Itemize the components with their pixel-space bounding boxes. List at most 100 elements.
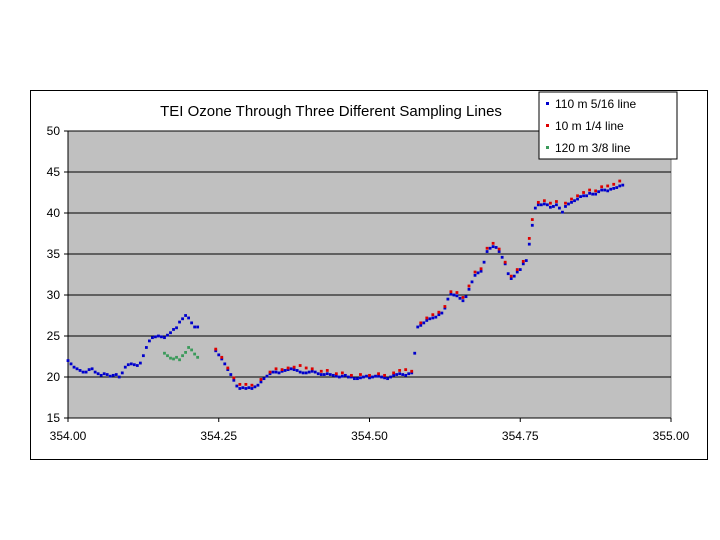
- data-point: [491, 245, 495, 249]
- y-tick-label: 30: [47, 288, 61, 302]
- data-point: [144, 346, 148, 349]
- series-2: [163, 346, 200, 362]
- data-point: [298, 364, 302, 367]
- data-point: [313, 370, 317, 374]
- data-point: [618, 179, 622, 183]
- data-point: [449, 290, 453, 294]
- data-point: [506, 272, 510, 276]
- data-point: [497, 250, 501, 253]
- data-point: [93, 370, 97, 374]
- data-point: [184, 314, 187, 317]
- data-point: [319, 369, 323, 373]
- data-point: [350, 373, 353, 377]
- data-point: [277, 371, 281, 375]
- data-point: [166, 354, 169, 358]
- data-point: [214, 349, 218, 353]
- data-point: [470, 280, 474, 284]
- data-point: [99, 373, 103, 377]
- data-point: [392, 373, 396, 377]
- data-point: [527, 237, 531, 240]
- data-point: [612, 187, 616, 190]
- data-point: [512, 274, 516, 278]
- data-point: [552, 205, 555, 208]
- data-point: [600, 188, 604, 192]
- data-point: [591, 192, 595, 196]
- data-point: [178, 320, 181, 324]
- data-point: [262, 377, 266, 381]
- data-point: [247, 386, 251, 390]
- x-tick-label: 355.00: [653, 429, 690, 443]
- data-point: [343, 373, 347, 377]
- data-point: [461, 296, 465, 299]
- data-point: [606, 189, 610, 193]
- y-tick-label: 35: [47, 247, 61, 261]
- data-point: [570, 200, 573, 204]
- data-point: [334, 374, 338, 378]
- data-point: [132, 363, 136, 367]
- x-tick-label: 354.75: [502, 429, 539, 443]
- data-point: [455, 291, 459, 294]
- data-point: [380, 375, 383, 379]
- data-point: [301, 371, 305, 375]
- data-point: [271, 370, 275, 374]
- legend-label: 120 m 3/8 line: [555, 141, 631, 155]
- data-point: [232, 378, 236, 382]
- data-point: [425, 319, 429, 322]
- data-point: [377, 374, 380, 378]
- data-point: [368, 373, 371, 377]
- data-point: [573, 199, 576, 203]
- data-point: [425, 316, 429, 320]
- data-point: [536, 200, 540, 204]
- data-point: [404, 373, 408, 377]
- data-point: [256, 383, 260, 387]
- x-tick-label: 354.25: [200, 429, 237, 443]
- data-point: [434, 315, 438, 319]
- data-point: [178, 358, 181, 362]
- data-point: [555, 200, 558, 203]
- data-point: [419, 321, 423, 325]
- data-point: [609, 187, 613, 191]
- data-point: [172, 357, 175, 361]
- data-point: [476, 271, 480, 275]
- data-point: [515, 268, 519, 271]
- data-point: [223, 362, 227, 366]
- data-point: [123, 365, 127, 369]
- data-point: [310, 367, 314, 371]
- data-point: [594, 192, 598, 196]
- data-point: [446, 297, 450, 301]
- data-point: [120, 371, 124, 375]
- data-point: [473, 270, 477, 274]
- data-point: [452, 293, 456, 297]
- data-point: [488, 246, 492, 250]
- data-point: [621, 183, 625, 187]
- data-point: [479, 269, 483, 273]
- data-point: [96, 372, 100, 376]
- data-point: [431, 313, 435, 317]
- data-point: [325, 372, 329, 376]
- data-point: [410, 369, 414, 373]
- data-point: [449, 292, 453, 296]
- data-point: [422, 321, 426, 325]
- data-point: [304, 366, 308, 370]
- data-point: [220, 357, 224, 361]
- data-point: [485, 250, 489, 253]
- legend-label: 110 m 5/16 line: [555, 97, 636, 111]
- data-point: [467, 284, 471, 288]
- data-point: [126, 363, 130, 367]
- data-point: [163, 351, 166, 355]
- data-point: [530, 218, 534, 221]
- legend-marker: [546, 124, 549, 127]
- data-point: [138, 361, 142, 365]
- data-point: [72, 365, 76, 369]
- chart-title: TEI Ozone Through Three Different Sampli…: [160, 103, 502, 120]
- data-point: [588, 191, 591, 195]
- data-point: [398, 369, 402, 372]
- data-point: [374, 374, 377, 378]
- data-point: [527, 242, 531, 246]
- data-point: [509, 277, 513, 280]
- data-point: [606, 184, 610, 188]
- legend: 110 m 5/16 line 10 m 1/4 line 120 m 3/8 li…: [538, 91, 678, 160]
- data-point: [102, 372, 106, 376]
- data-point: [500, 255, 504, 259]
- data-point: [265, 374, 269, 378]
